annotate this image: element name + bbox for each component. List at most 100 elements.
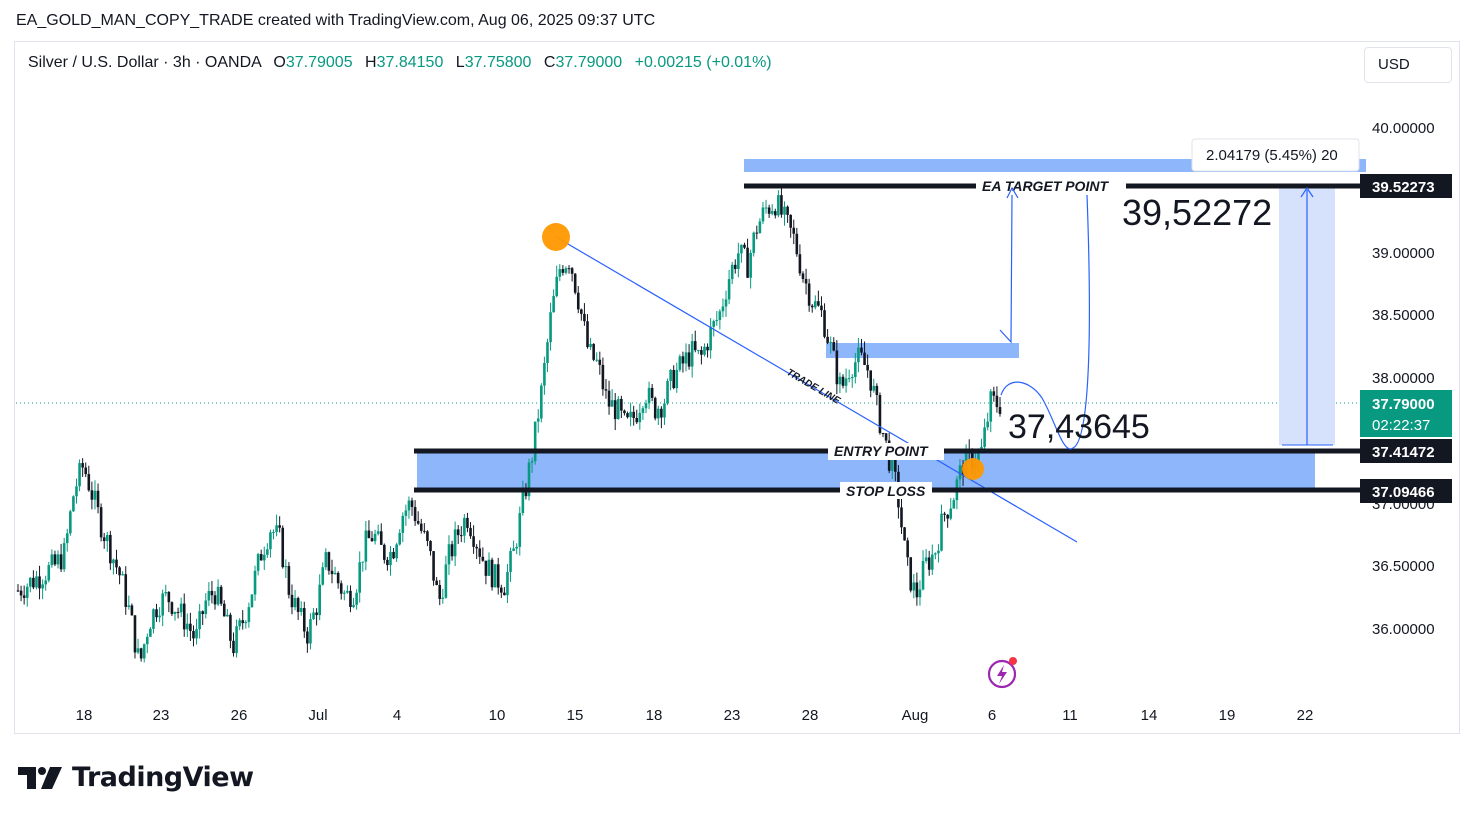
- candle-body: [407, 500, 411, 511]
- candle-body: [155, 609, 158, 618]
- x-tick: 4: [393, 707, 401, 724]
- candle-body: [32, 577, 35, 588]
- candle-body: [16, 590, 20, 592]
- candle-body: [318, 584, 321, 616]
- price-axis[interactable]: 40.00000 39.00000 38.50000 38.00000 37.0…: [1360, 120, 1452, 638]
- candle-body: [697, 350, 700, 352]
- candle-body: [124, 574, 128, 607]
- candle-body: [232, 640, 235, 654]
- candle-body: [786, 206, 789, 215]
- candle-body: [358, 562, 361, 593]
- candle-body: [376, 531, 380, 534]
- candle-body: [176, 611, 180, 613]
- y-tick-39: 39.00000: [1372, 245, 1435, 262]
- candle-body: [573, 273, 577, 293]
- candle-body: [444, 564, 448, 598]
- candle-body: [272, 532, 275, 534]
- candle-body: [456, 529, 460, 536]
- candle-body: [413, 507, 417, 522]
- candle-body: [186, 623, 189, 630]
- candle-body: [161, 593, 164, 616]
- x-tick: 11: [1062, 707, 1078, 724]
- candle-body: [524, 490, 528, 497]
- candle-body: [869, 370, 873, 391]
- candle-body: [561, 269, 565, 273]
- candle-body: [112, 559, 115, 564]
- x-tick: 6: [988, 707, 996, 724]
- candle-body: [247, 607, 251, 622]
- candle-body: [660, 408, 663, 418]
- candle-body: [395, 544, 398, 559]
- candle-body: [586, 321, 589, 348]
- candle-body: [567, 268, 571, 270]
- candle-body: [730, 264, 734, 280]
- candle-body: [130, 605, 134, 616]
- candle-body: [441, 597, 445, 599]
- candle-body: [352, 604, 355, 608]
- candle-body: [309, 619, 312, 644]
- candle-body: [854, 362, 857, 377]
- candle-body: [142, 644, 146, 659]
- time-axis[interactable]: 18 23 26 Jul 4 10 15 18 23 28 Aug 6 11 14 19 22: [76, 707, 1314, 724]
- candle-body: [145, 636, 149, 645]
- candle-body: [601, 364, 605, 390]
- symbol-label[interactable]: Silver / U.S. Dollar · 3h · OANDA: [28, 54, 261, 71]
- x-tick: 26: [231, 707, 248, 724]
- candle-body: [841, 376, 845, 386]
- candle-body: [204, 600, 208, 615]
- candle-body: [927, 557, 931, 570]
- candle-body: [958, 465, 962, 480]
- candle-body: [339, 583, 343, 594]
- candle-body: [866, 364, 869, 371]
- candle-body: [379, 531, 383, 545]
- flash-icon[interactable]: [987, 657, 1017, 689]
- candle-body: [641, 408, 645, 413]
- candle-body: [813, 301, 817, 308]
- candle-body: [115, 559, 118, 568]
- candle-body: [823, 310, 826, 337]
- candle-body: [930, 554, 934, 570]
- candle-body: [47, 565, 51, 581]
- candle-body: [290, 594, 294, 608]
- x-tick: 14: [1141, 707, 1158, 724]
- candle-body: [158, 615, 161, 618]
- candle-body: [56, 554, 60, 565]
- candle-body: [558, 269, 562, 277]
- candle-body: [410, 500, 414, 508]
- candle-body: [167, 591, 171, 603]
- y-tick-38-5: 38.50000: [1372, 307, 1435, 324]
- candle-body: [44, 580, 48, 585]
- candle-body: [256, 554, 260, 571]
- target-label: EA TARGET POINT: [982, 178, 1109, 194]
- candle-body: [850, 376, 854, 379]
- candle-body: [718, 311, 722, 321]
- currency-button[interactable]: USD: [1364, 47, 1452, 83]
- candle-body: [521, 490, 525, 514]
- candle-body: [355, 592, 358, 605]
- candle-body: [798, 254, 802, 274]
- projection-path: [1000, 194, 1090, 450]
- candle-body: [829, 342, 832, 344]
- candle-body: [69, 511, 72, 534]
- candle-body: [293, 598, 297, 608]
- candle-body: [475, 546, 478, 549]
- candle-body: [324, 552, 328, 568]
- candle-body: [321, 567, 325, 585]
- tradingview-logo[interactable]: TradingView: [18, 762, 254, 793]
- candle-body: [78, 463, 81, 487]
- candle-body: [503, 592, 506, 596]
- candle-body: [900, 507, 903, 528]
- tradingview-logo-icon: [18, 766, 62, 789]
- chart-legend: Silver / U.S. Dollar · 3h · OANDA O37.79…: [28, 54, 772, 72]
- candle-body: [589, 343, 592, 348]
- candle-body: [644, 403, 648, 409]
- candle-body: [857, 347, 860, 363]
- x-tick: 18: [76, 707, 93, 724]
- candle-body: [878, 395, 882, 434]
- candle-body: [281, 527, 285, 568]
- candle-body: [210, 590, 214, 596]
- candle-body: [653, 397, 657, 419]
- target-price-badge: [1360, 174, 1452, 198]
- x-tick: 18: [646, 707, 663, 724]
